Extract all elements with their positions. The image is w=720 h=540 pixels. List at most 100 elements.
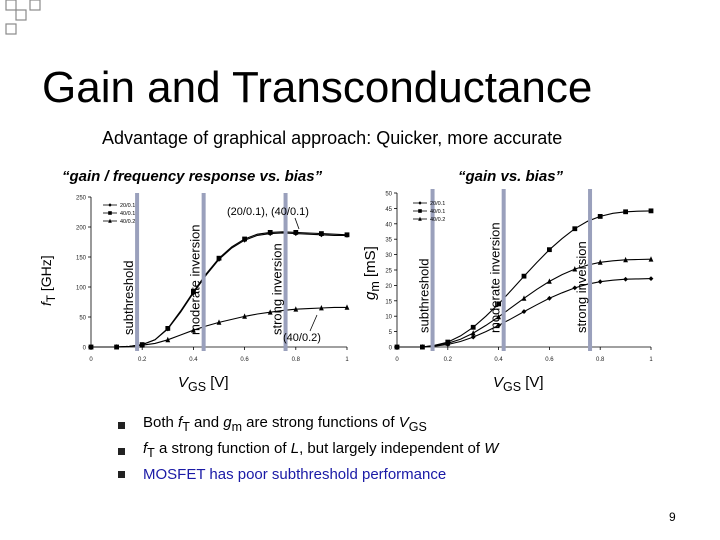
y-tick-label: 0 bbox=[83, 346, 87, 352]
x-tick-label: 0.4 bbox=[494, 357, 503, 363]
legend-marker bbox=[108, 203, 112, 207]
x-tick-label: 0.8 bbox=[292, 357, 301, 363]
series-line-40-0-1 bbox=[397, 210, 652, 348]
chart-legend: 20/0.1 40/0.1 40/0.2 bbox=[413, 201, 445, 223]
square-bullet-icon bbox=[118, 471, 125, 478]
data-point-marker bbox=[623, 209, 628, 215]
data-point-marker bbox=[216, 319, 222, 325]
data-point-marker bbox=[420, 344, 425, 350]
square-bullet-icon bbox=[118, 447, 125, 455]
data-point-marker bbox=[521, 273, 527, 279]
x-tick-label: 1 bbox=[345, 357, 349, 363]
legend-marker bbox=[418, 201, 422, 205]
data-point-marker bbox=[88, 344, 94, 350]
gm-vs-vgs-chart: 0 5 10 15 20 25 30 35 40 45 50 0 0.2 0.4 0.6 0.8 1 subthr… bbox=[385, 189, 654, 363]
y-tick-label: 200 bbox=[76, 226, 87, 232]
page-number: 9 bbox=[669, 510, 676, 524]
bullet-item-3: MOSFET has poor subthreshold performance bbox=[118, 464, 498, 485]
chart-annotation: (20/0.1), (40/0.1) bbox=[227, 206, 309, 218]
data-point-marker bbox=[648, 276, 654, 282]
data-point-marker bbox=[165, 326, 171, 331]
x-tick-label: 0.6 bbox=[240, 357, 249, 363]
data-point-marker bbox=[293, 230, 299, 235]
annotation-arrow bbox=[309, 314, 318, 332]
data-point-marker bbox=[191, 289, 196, 295]
region-label: moderate inversion bbox=[188, 224, 203, 335]
decorative-corner-squares bbox=[5, 0, 41, 35]
data-point-marker bbox=[597, 259, 603, 265]
y-tick-label: 25 bbox=[385, 269, 392, 275]
bullet-text: fT a strong function of L, but largely i… bbox=[143, 440, 499, 460]
data-point-marker bbox=[139, 342, 145, 348]
legend-marker bbox=[108, 211, 112, 215]
y-tick-label: 15 bbox=[385, 299, 392, 305]
left-chart-heading: “gain / frequency response vs. bias” bbox=[62, 168, 323, 185]
data-point-marker bbox=[521, 309, 527, 314]
data-point-marker bbox=[114, 344, 119, 350]
left-x-axis-label: VGS [V] bbox=[178, 374, 229, 394]
data-point-marker bbox=[547, 295, 552, 301]
data-point-marker bbox=[445, 340, 451, 346]
data-point-marker bbox=[496, 313, 501, 320]
data-point-marker bbox=[319, 305, 324, 311]
left-y-axis-label: fT [GHz] bbox=[38, 255, 58, 306]
right-x-axis-label: VGS [V] bbox=[493, 374, 544, 394]
legend-label: 40/0.2 bbox=[430, 217, 445, 223]
x-tick-label: 0.2 bbox=[444, 357, 453, 363]
chart-annotation: (40/0.2) bbox=[283, 332, 321, 344]
y-tick-label: 0 bbox=[389, 346, 393, 352]
chart-legend: 20/0.1 40/0.1 40/0.2 bbox=[103, 203, 135, 225]
data-point-marker bbox=[470, 330, 476, 336]
y-tick-label: 250 bbox=[76, 196, 87, 202]
x-tick-label: 0.8 bbox=[596, 357, 605, 363]
ft-vs-vgs-chart: 0 50 100 150 200 250 0 0.2 0.4 0.6 0.8 1 subthreshol… bbox=[76, 193, 350, 363]
legend-marker bbox=[418, 216, 422, 221]
data-point-marker bbox=[191, 327, 196, 333]
x-tick-label: 0.2 bbox=[138, 357, 147, 363]
legend-marker bbox=[418, 209, 422, 213]
data-point-marker bbox=[344, 232, 350, 238]
data-point-marker bbox=[470, 334, 476, 340]
y-tick-label: 40 bbox=[385, 222, 392, 228]
legend-label: 40/0.1 bbox=[430, 209, 445, 215]
data-point-marker bbox=[216, 255, 222, 261]
data-point-marker bbox=[267, 309, 273, 315]
y-tick-label: 20 bbox=[385, 284, 392, 290]
region-label: strong inversion bbox=[270, 243, 285, 335]
y-tick-label: 10 bbox=[385, 315, 392, 321]
x-tick-label: 0.4 bbox=[189, 357, 198, 363]
region-label: subthreshold bbox=[121, 261, 136, 335]
y-tick-label: 50 bbox=[385, 192, 392, 198]
x-tick-label: 0 bbox=[395, 357, 399, 363]
data-point-marker bbox=[394, 344, 400, 350]
data-point-marker bbox=[572, 285, 578, 291]
y-tick-label: 30 bbox=[385, 253, 392, 259]
region-label: strong inversion bbox=[574, 241, 589, 333]
y-tick-label: 150 bbox=[76, 256, 87, 262]
y-tick-label: 35 bbox=[385, 238, 392, 244]
data-point-marker bbox=[319, 231, 324, 236]
region-label: moderate inversion bbox=[488, 222, 503, 333]
legend-label: 40/0.1 bbox=[120, 211, 135, 217]
region-label: subthreshold bbox=[417, 259, 432, 333]
data-point-marker bbox=[547, 278, 552, 284]
bullet-item-1: Both fT and gm are strong functions of V… bbox=[118, 412, 498, 438]
right-chart-heading: “gain vs. bias” bbox=[458, 168, 564, 185]
y-tick-label: 100 bbox=[76, 286, 87, 292]
x-tick-label: 0 bbox=[89, 357, 93, 363]
data-point-marker bbox=[242, 236, 247, 242]
data-point-marker bbox=[496, 301, 501, 307]
data-point-marker bbox=[648, 256, 654, 262]
legend-label: 20/0.1 bbox=[430, 201, 445, 207]
data-point-marker bbox=[648, 208, 654, 214]
data-point-marker bbox=[572, 266, 578, 272]
bullet-list: Both fT and gm are strong functions of V… bbox=[118, 412, 498, 485]
data-point-marker bbox=[623, 256, 628, 263]
data-point-marker bbox=[267, 230, 273, 235]
y-tick-label: 45 bbox=[385, 207, 392, 213]
bullet-text: Both fT and gm are strong functions of V… bbox=[143, 414, 427, 434]
data-point-marker bbox=[165, 336, 171, 343]
x-tick-label: 1 bbox=[649, 357, 653, 363]
data-point-marker bbox=[623, 276, 628, 282]
data-point-marker bbox=[572, 226, 578, 232]
